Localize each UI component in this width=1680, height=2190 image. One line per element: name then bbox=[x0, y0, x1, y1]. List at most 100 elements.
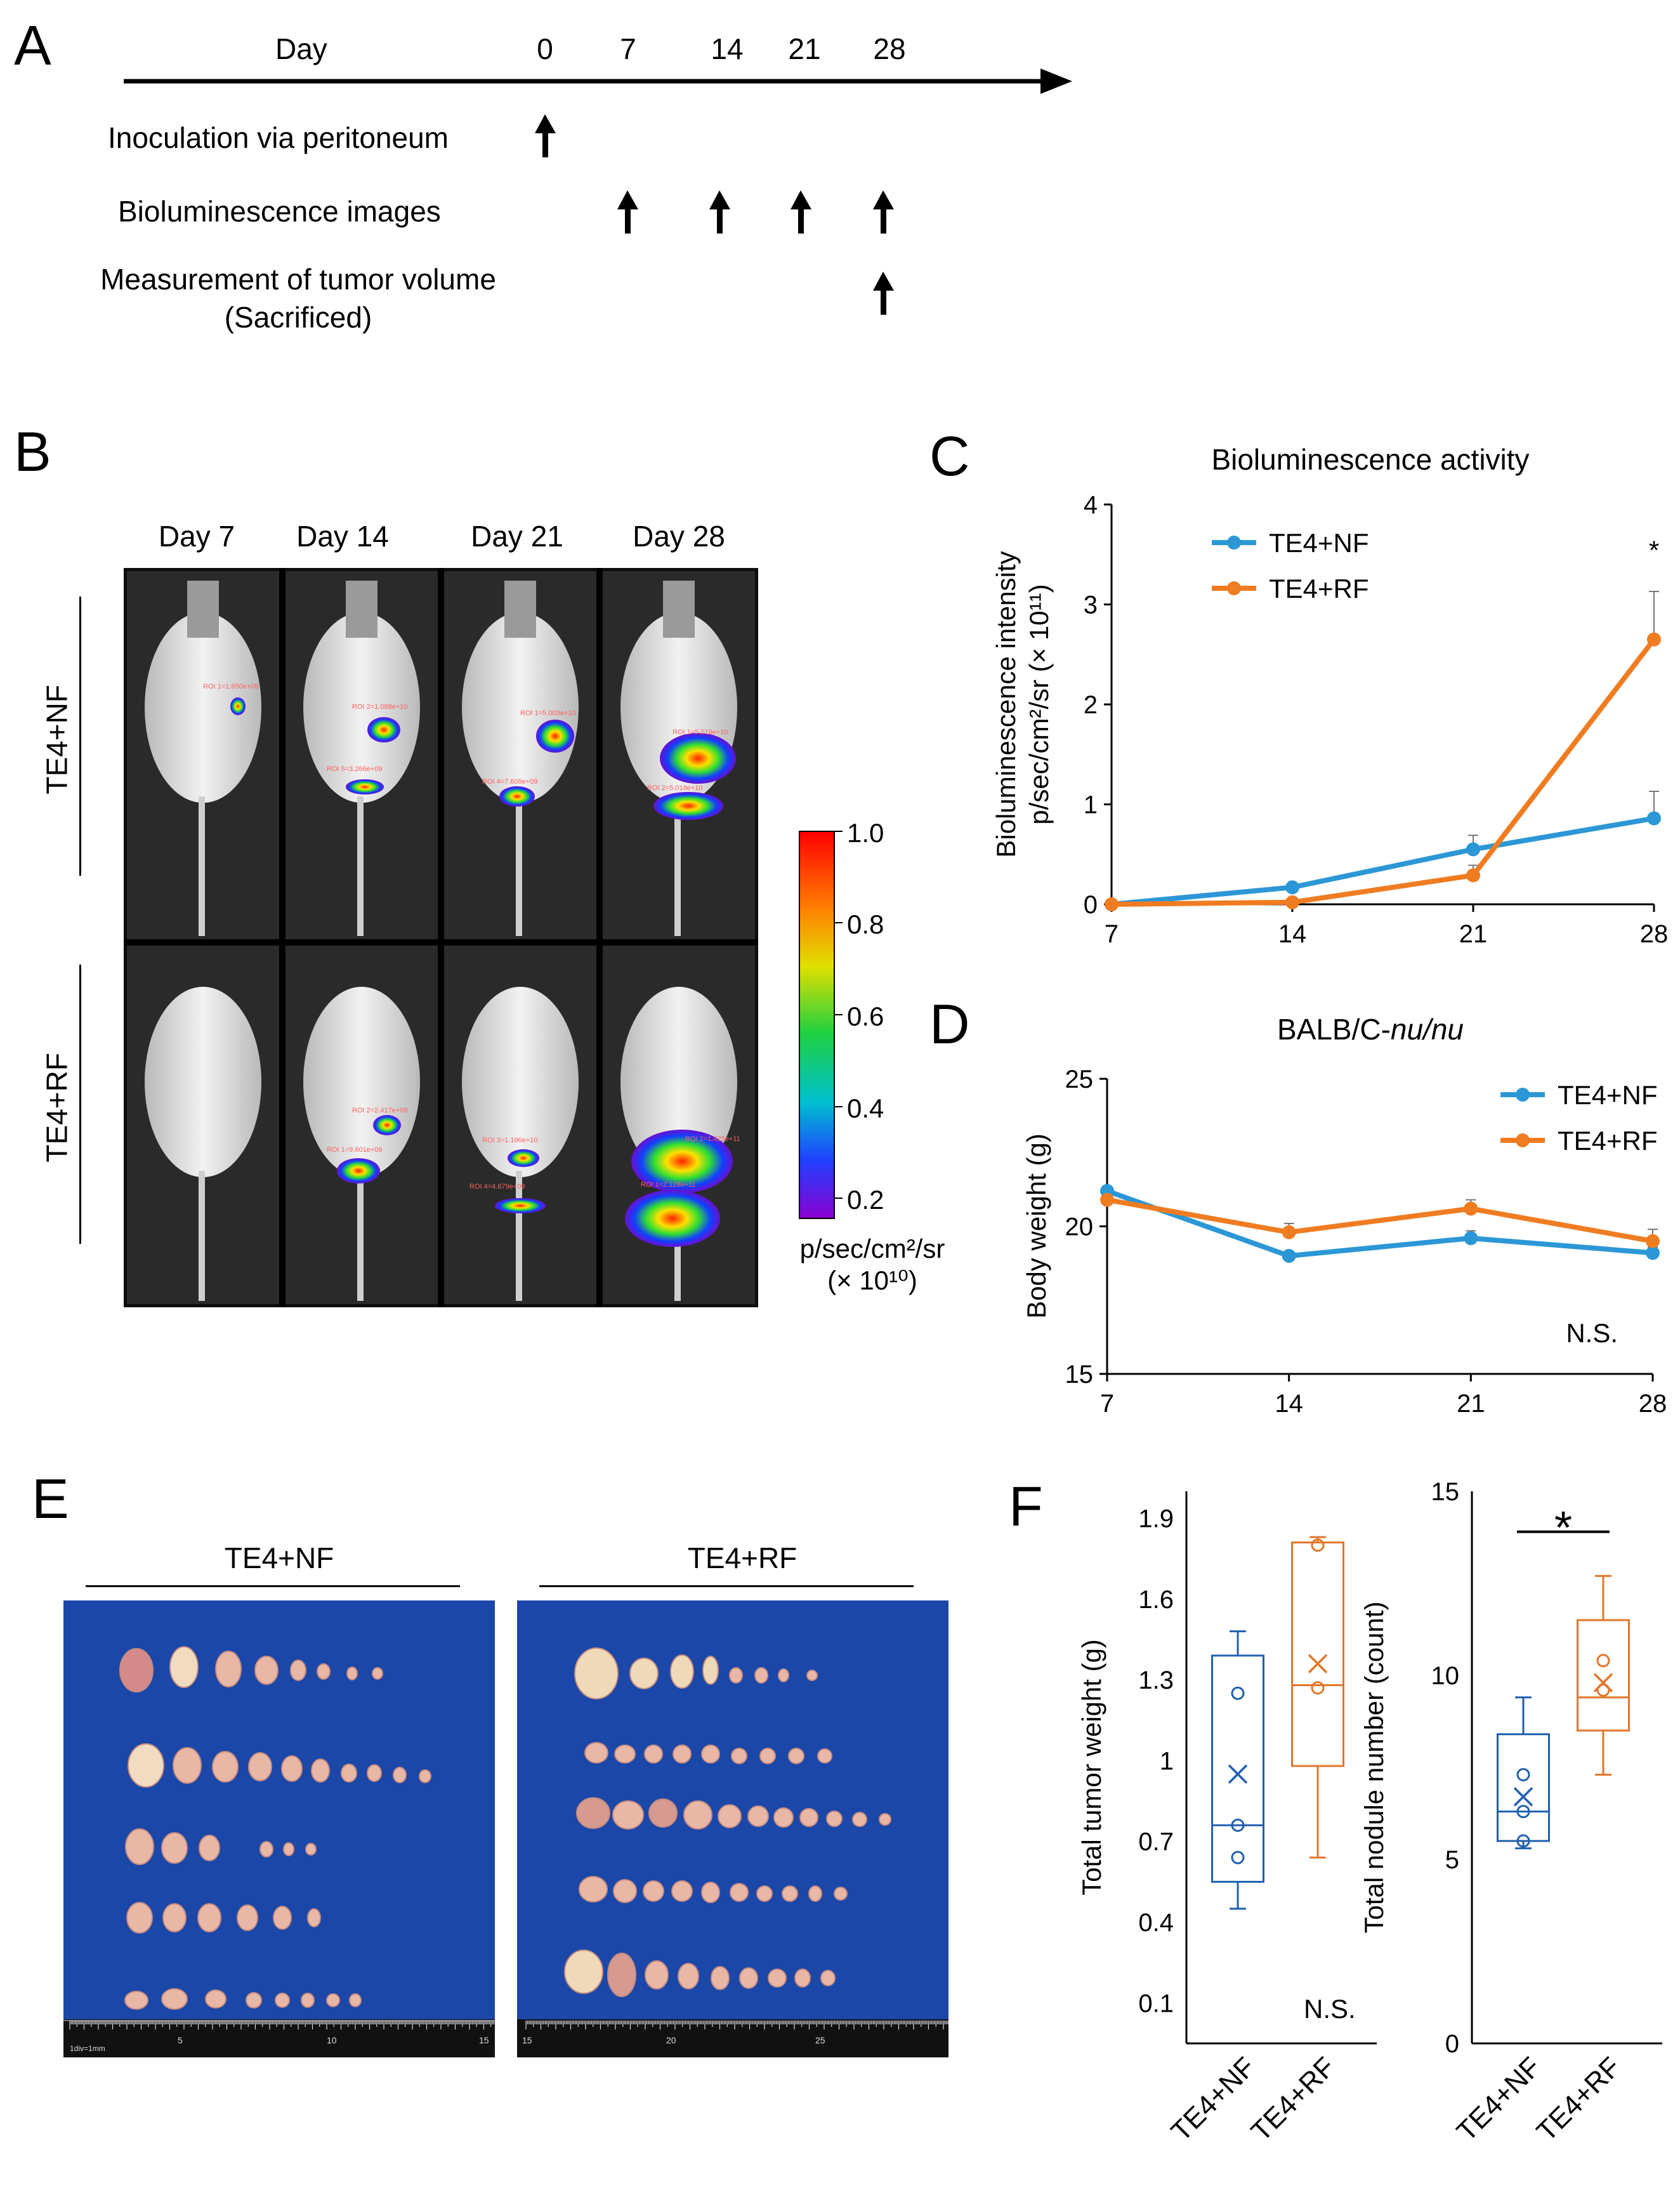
chart-f-tumor-weight: 0.1 0.4 0.7 1 1.3 1.6 1.9 Total tumor weight (g… bbox=[1077, 1491, 1377, 2147]
data-point bbox=[1466, 868, 1480, 883]
data-point bbox=[1282, 1249, 1296, 1263]
mean-marker bbox=[1593, 1673, 1613, 1692]
day-header-14: Day 14 bbox=[296, 520, 389, 553]
data-point bbox=[1231, 1850, 1245, 1864]
legend-label: TE4+NF bbox=[1269, 528, 1369, 558]
chart-d-body-weight: 15 20 25 7 14 21 28 TE4+NF TE4+RF BALB/C-nu/nu Bod… bbox=[1021, 1013, 1667, 1418]
tumor-nodules-nf: 1div=1mm 5 10 15 bbox=[63, 1646, 495, 2057]
data-point bbox=[1596, 1683, 1610, 1697]
x-tick-label: 21 bbox=[1457, 1390, 1485, 1418]
ruler-tick-label: 10 bbox=[327, 2035, 337, 2045]
x-tick-label: 14 bbox=[1278, 920, 1307, 948]
arrow-icon-inoculation-0 bbox=[535, 114, 556, 157]
significance-label: N.S. bbox=[1304, 1994, 1356, 2024]
data-point bbox=[1516, 1834, 1530, 1848]
data-point bbox=[1282, 1225, 1296, 1239]
chart-c-bioluminescence: 0 1 2 3 4 7 14 21 28 TE4+NF TE4+RF Bioluminescence … bbox=[991, 443, 1669, 948]
panel-label-c: C bbox=[929, 425, 970, 487]
luminescence-signals bbox=[230, 697, 736, 1247]
y-tick-label: 0 bbox=[1445, 2030, 1459, 2058]
data-point bbox=[1646, 1246, 1660, 1260]
data-point bbox=[1516, 1768, 1530, 1782]
colorbar-unit: p/sec/cm²/sr bbox=[799, 1234, 945, 1263]
legend-label: TE4+NF bbox=[1558, 1080, 1658, 1110]
roi-label: ROI 1=5.519e+10 bbox=[673, 729, 728, 736]
day-header-28: Day 28 bbox=[633, 520, 725, 553]
x-tick-label: 14 bbox=[1275, 1390, 1303, 1418]
mouse-rf-d7 bbox=[145, 987, 261, 1301]
roi-label: ROI 2=5.018e+10 bbox=[647, 784, 702, 792]
colorbar-tick-06: 0.6 bbox=[847, 1001, 884, 1031]
timeline-step-bioluminescence: Bioluminescence images bbox=[118, 195, 441, 228]
y-tick-label: 2 bbox=[1084, 691, 1098, 719]
significance-label: N.S. bbox=[1566, 1318, 1618, 1348]
box bbox=[1497, 1733, 1550, 1842]
roi-label: ROI 2=1.425e+11 bbox=[685, 1135, 740, 1143]
timeline-day-0: 0 bbox=[537, 32, 553, 65]
y-tick-label: 20 bbox=[1065, 1213, 1094, 1241]
colorbar-tick-08: 0.8 bbox=[847, 909, 884, 939]
x-category-label: TE4+NF bbox=[1165, 2051, 1261, 2147]
y-tick-label: 0.1 bbox=[1138, 1989, 1174, 2017]
box bbox=[1211, 1654, 1264, 1883]
y-tick-label: 1 bbox=[1160, 1747, 1174, 1775]
chart-f-nodule-number: 0 5 10 15 Total nodule number (count) TE4+NFT… bbox=[1364, 1479, 1662, 2147]
mouse-nf-d7 bbox=[145, 581, 261, 936]
photo-group-line-rf bbox=[539, 1585, 914, 1587]
data-point bbox=[1647, 632, 1661, 647]
x-tick-label: 28 bbox=[1640, 920, 1669, 948]
ruler-tick-label: 20 bbox=[666, 2035, 676, 2045]
legend-label: TE4+RF bbox=[1558, 1126, 1658, 1156]
legend-marker bbox=[1516, 1133, 1530, 1147]
mouse-rf-d21 bbox=[462, 987, 579, 1301]
data-point bbox=[1646, 1234, 1660, 1248]
day-header-7: Day 7 bbox=[158, 520, 235, 553]
photo-group-label-rf: TE4+RF bbox=[687, 1541, 797, 1574]
roi-label: ROI 1=5.003e+10 bbox=[520, 709, 575, 717]
y-axis-label: Total tumor weight (g) bbox=[1077, 1639, 1106, 1896]
y-tick-label: 10 bbox=[1431, 1662, 1460, 1690]
panel-label-a: A bbox=[14, 14, 51, 77]
data-point bbox=[1100, 1192, 1114, 1207]
box bbox=[1291, 1541, 1344, 1767]
ruler-tick-label: 5 bbox=[178, 2035, 183, 2045]
mean-marker bbox=[1228, 1764, 1248, 1784]
y-tick-label: 5 bbox=[1445, 1846, 1459, 1874]
chart-title: Bioluminescence activity bbox=[1211, 443, 1529, 476]
x-tick-label: 7 bbox=[1100, 1390, 1114, 1418]
y-axis-label: Body weight (g) bbox=[1021, 1133, 1051, 1319]
y-axis-label: Total nodule number (count) bbox=[1364, 1602, 1389, 1934]
x-tick-label: 7 bbox=[1105, 920, 1119, 948]
y-tick-label: 0 bbox=[1084, 891, 1098, 919]
group-divider-nf bbox=[79, 597, 81, 876]
legend-marker bbox=[1227, 581, 1241, 595]
y-tick-label: 1.6 bbox=[1138, 1586, 1174, 1614]
timeline-day-21: 21 bbox=[788, 32, 821, 65]
ruler-scale-label: 1div=1mm bbox=[70, 2044, 105, 2053]
colorbar-tick-04: 0.4 bbox=[847, 1093, 884, 1123]
mouse-nf-d14 bbox=[303, 581, 420, 936]
tumor-nodules-rf: 15 20 25 bbox=[517, 1647, 948, 2057]
mean-marker bbox=[1308, 1654, 1328, 1673]
data-point bbox=[1596, 1654, 1610, 1668]
data-point bbox=[1464, 1231, 1478, 1246]
colorbar-tick-02: 0.2 bbox=[847, 1185, 884, 1215]
data-point bbox=[1285, 880, 1299, 895]
timeline-day-14: 14 bbox=[711, 32, 744, 65]
ruler-tick-label: 25 bbox=[815, 2035, 825, 2045]
data-point bbox=[1647, 811, 1661, 826]
x-category-label: TE4+RF bbox=[1531, 2051, 1627, 2147]
legend-marker bbox=[1516, 1088, 1530, 1102]
roi-label: ROI 4=4.679e+09 bbox=[469, 1183, 525, 1191]
colorbar-unit-scale: (× 10¹⁰) bbox=[827, 1265, 917, 1295]
x-category-label: TE4+RF bbox=[1245, 2051, 1341, 2147]
roi-label: ROI 1=9.601e+09 bbox=[327, 1146, 382, 1154]
photo-group-label-nf: TE4+NF bbox=[224, 1541, 334, 1574]
y-axis-label: Bioluminescence intensity bbox=[991, 551, 1021, 857]
timeline-step-sacrificed: (Sacrificed) bbox=[224, 301, 372, 334]
roi-label: ROI 1=1.650e+09 bbox=[203, 683, 258, 690]
group-label-rf: TE4+RF bbox=[40, 1053, 74, 1163]
y-tick-label: 25 bbox=[1065, 1065, 1094, 1093]
panel-label-e: E bbox=[32, 1467, 69, 1530]
y-tick-label: 0.4 bbox=[1138, 1909, 1174, 1937]
